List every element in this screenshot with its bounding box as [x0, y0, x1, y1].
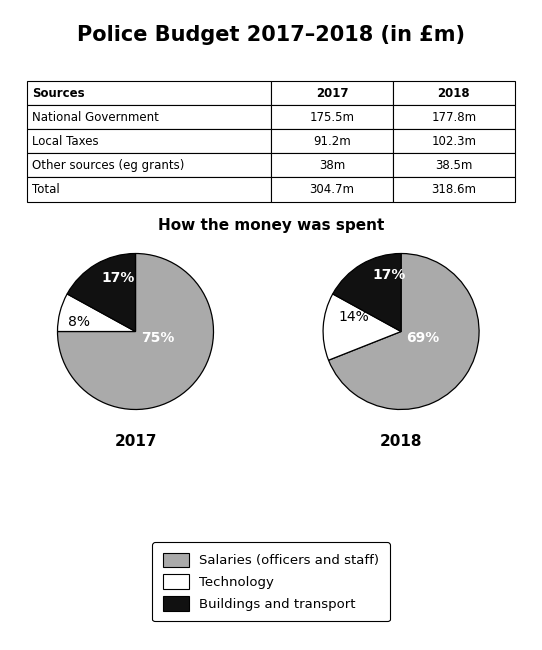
- Text: 14%: 14%: [339, 311, 370, 324]
- Text: 2018: 2018: [380, 434, 422, 449]
- Text: How the money was spent: How the money was spent: [158, 218, 384, 233]
- Legend: Salaries (officers and staff), Technology, Buildings and transport: Salaries (officers and staff), Technolog…: [152, 542, 390, 621]
- Text: Local Taxes: Local Taxes: [32, 135, 99, 148]
- Text: 2018: 2018: [437, 86, 470, 99]
- Text: 175.5m: 175.5m: [309, 111, 354, 124]
- Text: Police Budget 2017–2018 (in £m): Police Budget 2017–2018 (in £m): [77, 25, 465, 45]
- Wedge shape: [333, 254, 401, 332]
- Text: 17%: 17%: [373, 268, 406, 282]
- Wedge shape: [67, 254, 136, 332]
- Text: National Government: National Government: [32, 111, 159, 124]
- Text: 177.8m: 177.8m: [431, 111, 476, 124]
- Text: 318.6m: 318.6m: [431, 183, 476, 196]
- Text: 17%: 17%: [102, 272, 135, 285]
- Text: 102.3m: 102.3m: [431, 135, 476, 148]
- Text: 2017: 2017: [316, 86, 348, 99]
- Wedge shape: [57, 254, 214, 410]
- Text: Sources: Sources: [32, 86, 85, 99]
- Text: 304.7m: 304.7m: [309, 183, 354, 196]
- Text: 69%: 69%: [406, 331, 440, 345]
- Wedge shape: [328, 254, 479, 410]
- Wedge shape: [57, 294, 136, 332]
- Wedge shape: [323, 294, 401, 360]
- Text: 91.2m: 91.2m: [313, 135, 351, 148]
- Text: Total: Total: [32, 183, 60, 196]
- Text: 38.5m: 38.5m: [435, 159, 473, 172]
- Text: 38m: 38m: [319, 159, 345, 172]
- Text: 2017: 2017: [114, 434, 157, 449]
- Text: Other sources (eg grants): Other sources (eg grants): [32, 159, 184, 172]
- Text: 8%: 8%: [68, 315, 91, 329]
- Text: 75%: 75%: [141, 331, 174, 345]
